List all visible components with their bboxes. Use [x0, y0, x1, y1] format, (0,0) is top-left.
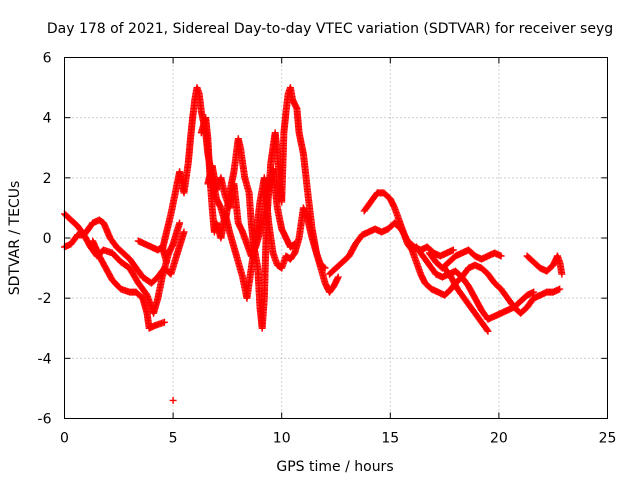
series-track-n	[169, 396, 177, 404]
data-point	[484, 327, 492, 335]
x-tick-label: 20	[490, 431, 508, 447]
data-point	[180, 228, 188, 236]
series-track-l	[441, 264, 492, 335]
x-tick-label: 5	[169, 431, 178, 447]
x-tick-label: 25	[599, 431, 617, 447]
y-tick-label: -4	[38, 351, 52, 367]
data-point	[290, 241, 298, 249]
series-track-b	[61, 216, 188, 287]
data-point	[163, 258, 171, 266]
axis-ticks: 0 5 10 15 20 25 -6 -4 -2 0 2 4 6	[38, 51, 617, 447]
series-track-c	[89, 237, 168, 332]
x-axis-title: GPS time / hours	[276, 459, 393, 475]
y-tick-label: 6	[43, 51, 52, 67]
data-point	[558, 270, 566, 278]
data-point	[320, 263, 328, 271]
data-point	[449, 246, 457, 254]
data-point	[483, 326, 491, 334]
y-tick-label: -2	[38, 291, 52, 307]
data-points	[61, 84, 566, 404]
series-track-m	[523, 252, 566, 278]
plot-frame	[64, 57, 608, 419]
x-tick-label: 10	[273, 431, 291, 447]
y-axis-title: SDTVAR / TECUs	[7, 181, 23, 296]
data-point	[497, 252, 505, 260]
data-point	[291, 240, 299, 248]
x-tick-label: 15	[381, 431, 399, 447]
y-tick-label: 4	[43, 111, 52, 127]
grid	[64, 57, 608, 419]
data-point	[160, 318, 168, 326]
series-track-h	[326, 219, 457, 278]
data-point	[556, 285, 564, 293]
data-point	[321, 264, 329, 272]
series-track-g	[204, 162, 299, 260]
data-point	[530, 288, 538, 296]
chart-title: Day 178 of 2021, Sidereal Day-to-day VTE…	[47, 21, 613, 37]
x-tick-label: 0	[60, 431, 69, 447]
data-point	[176, 219, 184, 227]
series-track-k	[425, 246, 505, 272]
data-point	[334, 273, 342, 281]
y-tick-label: 0	[43, 231, 52, 247]
data-point	[169, 396, 177, 404]
y-tick-label: -6	[38, 412, 52, 428]
y-tick-label: 2	[43, 171, 52, 187]
